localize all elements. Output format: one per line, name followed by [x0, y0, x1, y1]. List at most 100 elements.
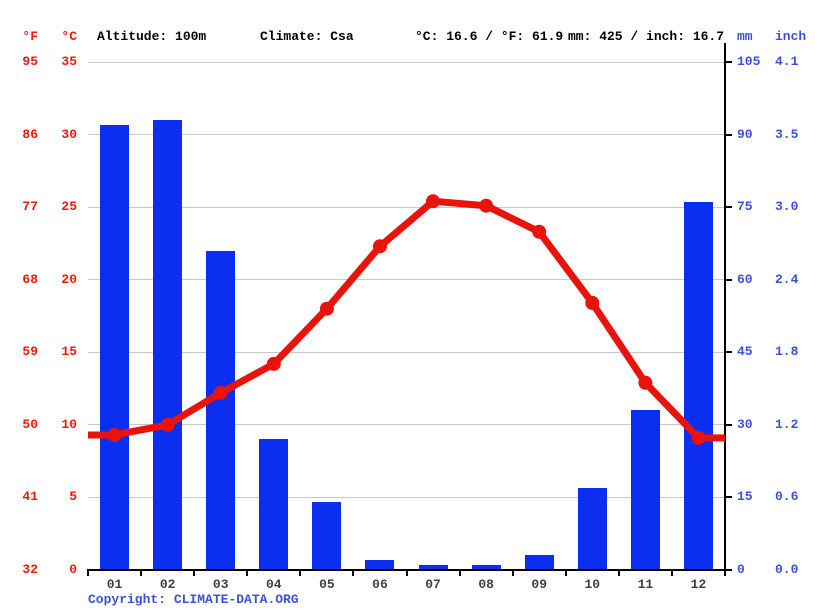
- gridline: [88, 279, 725, 281]
- temperature-point: [638, 375, 653, 390]
- precipitation-bar: [577, 487, 607, 570]
- month-label: 02: [159, 577, 176, 592]
- axis-label-fahrenheit: 68: [22, 271, 38, 287]
- bottom-axis-tick: [670, 570, 673, 576]
- temperature-point: [319, 301, 334, 316]
- temperature-point: [479, 198, 494, 213]
- axis-label-mm: 105: [737, 54, 761, 69]
- temperature-point: [373, 239, 387, 254]
- axis-label-mm: 45: [737, 344, 753, 360]
- month-label: 07: [425, 577, 441, 592]
- right-axis-tick: [724, 206, 732, 209]
- axis-label-celsius: 30: [61, 126, 77, 142]
- month-label: 04: [265, 577, 282, 592]
- bottom-axis-tick: [405, 570, 408, 576]
- bottom-axis-tick: [140, 570, 143, 576]
- bottom-axis-tick: [193, 570, 196, 576]
- precipitation-bar: [153, 120, 183, 570]
- axis-label-celsius: 5: [69, 489, 77, 505]
- gridline: [88, 496, 725, 498]
- precipitation-bar: [206, 250, 236, 570]
- inch-unit-label: inch: [775, 29, 807, 44]
- axis-label-inch: 0.6: [775, 489, 799, 505]
- axis-label-celsius: 10: [61, 416, 77, 432]
- axis-label-mm: 75: [737, 199, 753, 215]
- precipitation-bar: [365, 560, 395, 570]
- bottom-axis-tick: [511, 570, 514, 576]
- month-label: 06: [372, 577, 388, 592]
- precipitation-bar: [259, 439, 289, 570]
- month-label: 08: [478, 577, 494, 592]
- right-axis-tick: [724, 496, 732, 499]
- axis-label-inch: 1.8: [775, 344, 799, 360]
- month-label: 01: [106, 577, 123, 592]
- right-axis-tick: [724, 423, 732, 426]
- bottom-axis-tick: [617, 570, 620, 576]
- temperature-point: [691, 430, 706, 445]
- axis-label-mm: 0: [737, 562, 745, 577]
- gridline: [88, 351, 725, 353]
- bottom-axis-tick: [299, 570, 302, 576]
- celsius-unit-label: °C: [61, 29, 77, 44]
- precipitation-bar: [312, 502, 342, 570]
- axis-label-fahrenheit: 59: [22, 344, 38, 360]
- bottom-axis-tick: [352, 570, 355, 576]
- right-axis-tick: [724, 278, 732, 281]
- copyright-link[interactable]: CLIMATE-DATA.ORG: [173, 592, 299, 607]
- month-label: 05: [319, 577, 335, 592]
- axis-label-fahrenheit: 41: [22, 489, 38, 505]
- axis-label-inch: 1.2: [775, 416, 799, 432]
- gridline: [88, 61, 725, 63]
- bottom-axis: [87, 569, 726, 571]
- precipitation-bar: [630, 410, 660, 570]
- mm-unit-label: mm: [737, 29, 753, 44]
- axis-label-fahrenheit: 50: [22, 416, 38, 432]
- month-label: 12: [690, 577, 707, 592]
- bottom-axis-tick: [458, 570, 461, 576]
- axis-label-fahrenheit: 86: [22, 126, 38, 142]
- axis-label-celsius: 20: [61, 271, 77, 287]
- precipitation-bar: [683, 202, 713, 570]
- axis-label-fahrenheit: 77: [22, 199, 38, 215]
- temperature-point: [426, 194, 440, 209]
- axis-label-inch: 2.4: [775, 271, 799, 287]
- copyright: Copyright: CLIMATE-DATA.ORG: [88, 592, 299, 607]
- axis-label-celsius: 15: [61, 344, 77, 360]
- axis-label-fahrenheit: 95: [22, 54, 38, 69]
- axis-label-celsius: 35: [61, 54, 77, 69]
- right-axis-tick: [724, 61, 732, 63]
- temperature-line: [88, 197, 725, 442]
- right-axis-tick: [724, 133, 732, 136]
- gridline: [88, 424, 725, 426]
- axis-label-celsius: 0: [69, 562, 77, 577]
- precipitation-summary-label: mm: 425 / inch: 16.7: [568, 29, 725, 44]
- temperature-point: [266, 356, 281, 371]
- altitude-label: Altitude: 100m: [97, 29, 207, 44]
- temperature-point: [532, 224, 547, 239]
- precipitation-bar: [471, 565, 501, 570]
- temperature-point: [585, 295, 600, 310]
- temperature-summary-label: °C: 16.6 / °F: 61.9: [415, 29, 564, 44]
- axis-label-inch: 4.1: [775, 54, 799, 69]
- axis-label-inch: 3.0: [775, 199, 799, 215]
- temperature-point: [213, 385, 228, 400]
- bottom-axis-tick: [87, 570, 89, 576]
- right-axis: [724, 43, 726, 571]
- bottom-axis-tick: [564, 570, 567, 576]
- axis-label-mm: 30: [737, 416, 753, 432]
- precipitation-bar: [524, 555, 554, 570]
- axis-label-mm: 60: [737, 271, 753, 287]
- axis-label-mm: 90: [737, 126, 753, 142]
- month-label: 11: [637, 577, 654, 592]
- bottom-axis-tick: [246, 570, 249, 576]
- month-label: 09: [531, 577, 547, 592]
- axis-label-mm: 15: [737, 489, 753, 505]
- fahrenheit-unit-label: °F: [22, 29, 38, 44]
- month-label: 10: [584, 577, 601, 592]
- axis-label-inch: 0.0: [775, 562, 799, 577]
- gridline: [88, 206, 725, 208]
- precipitation-bar: [100, 124, 130, 570]
- copyright-label: Copyright:: [88, 592, 167, 607]
